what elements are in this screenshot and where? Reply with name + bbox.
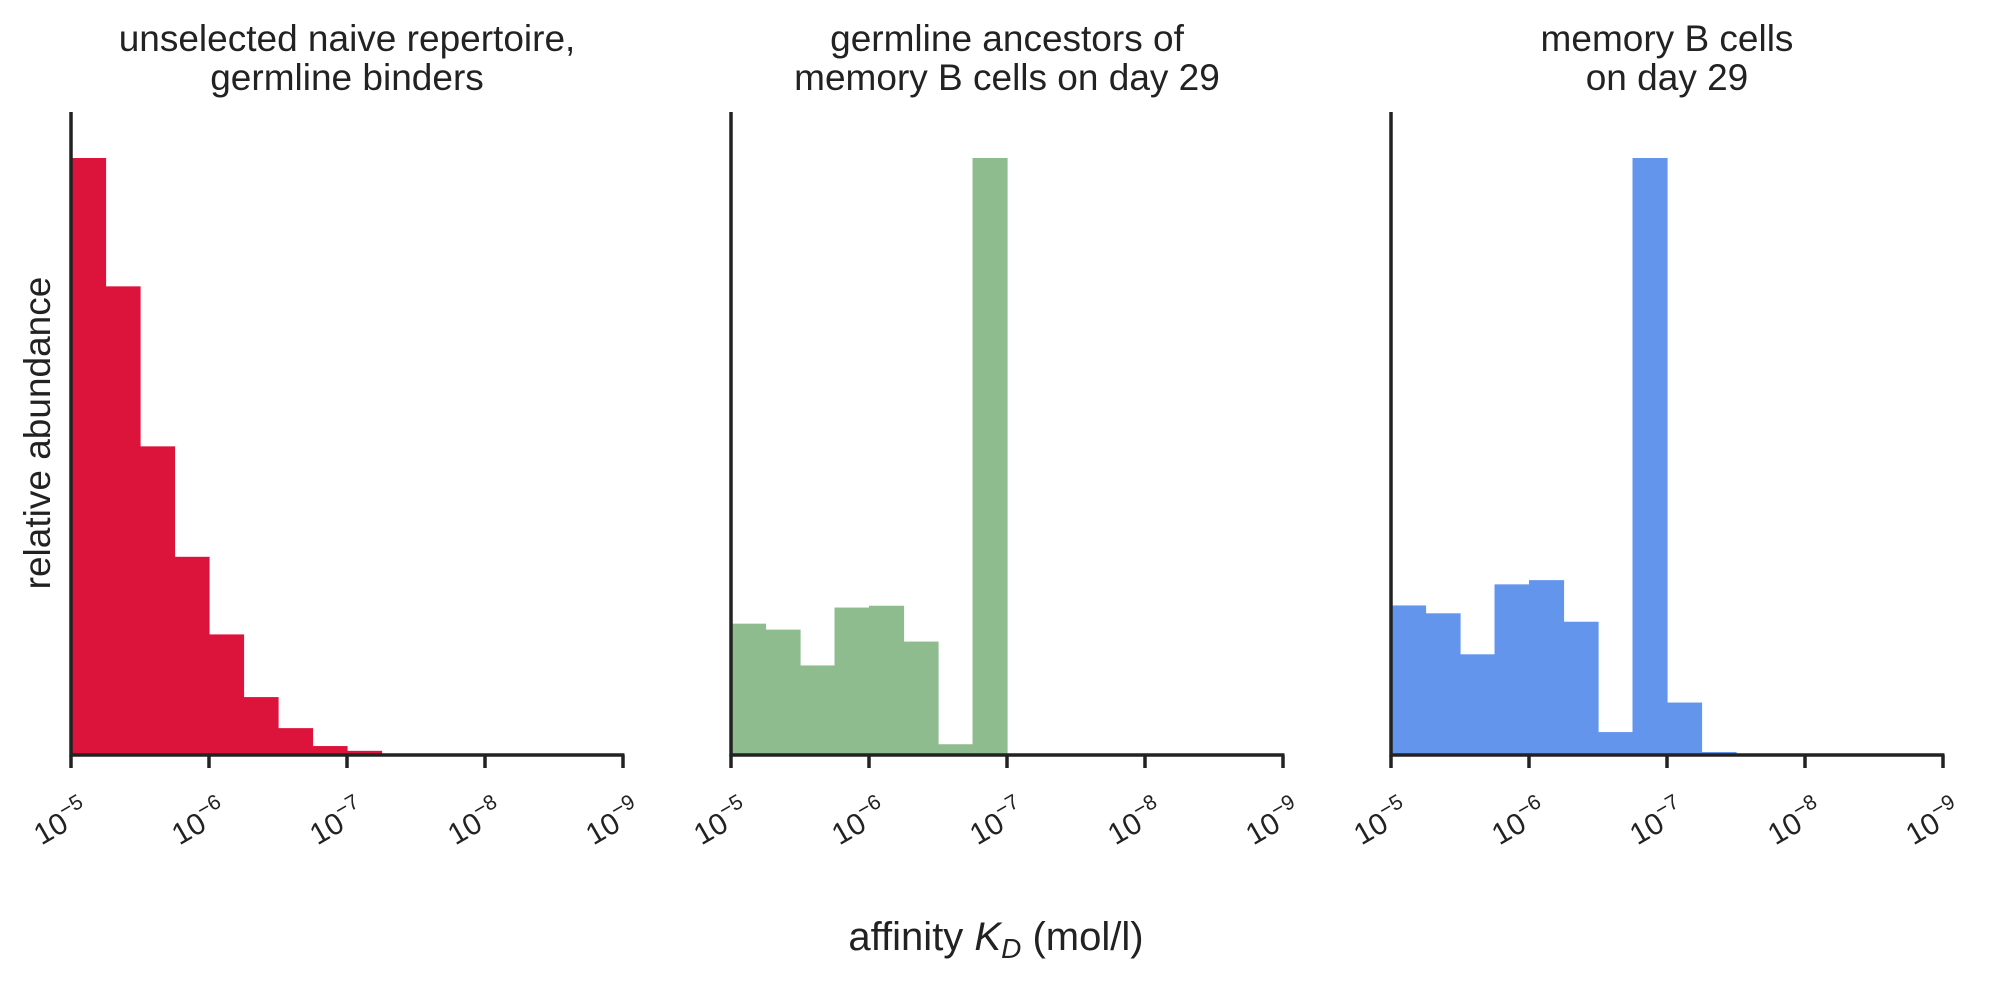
x-tick-label: 10−5 (686, 790, 755, 852)
x-axis-label: affinity KD (mol/l) (848, 915, 1143, 964)
chart-title-line: memory B cells (1541, 18, 1794, 59)
x-tick-label: 10−7 (962, 790, 1031, 852)
histogram-bar (71, 158, 107, 755)
histogram-bar (174, 556, 210, 755)
chart-title-line: on day 29 (1586, 57, 1749, 98)
x-axis-label-suffix: (mol/l) (1021, 915, 1143, 959)
x-tick-label: 10−9 (578, 790, 647, 852)
y-axis-label: relative abundance (17, 277, 58, 590)
histogram-bar (1391, 605, 1427, 755)
x-tick-label: 10−7 (302, 790, 371, 852)
x-axis-label-prefix: affinity (848, 915, 974, 959)
histogram-bar (1494, 584, 1530, 755)
histogram-bar (869, 605, 905, 755)
histogram-bar (800, 665, 836, 755)
histogram-bar (765, 629, 801, 755)
histogram-bar (834, 607, 870, 755)
x-tick-label: 10−8 (1760, 790, 1829, 852)
histogram-bar (312, 746, 348, 755)
chart-title-line: memory B cells on day 29 (794, 57, 1220, 98)
histogram-bar (972, 158, 1008, 755)
histogram-bar (140, 446, 176, 755)
histogram-bar (731, 623, 767, 755)
x-tick-label: 10−8 (440, 790, 509, 852)
histogram-bar (1667, 702, 1703, 755)
chart-title-line: germline binders (210, 57, 484, 98)
histogram-bar (938, 744, 974, 755)
histogram-bar (1632, 158, 1668, 755)
x-tick-label: 10−5 (26, 790, 95, 852)
histogram-bar (209, 634, 245, 755)
x-tick-label: 10−7 (1622, 790, 1691, 852)
histogram-bar (1598, 732, 1634, 755)
chart-title-line: germline ancestors of (830, 18, 1184, 59)
x-axis-label-subscript: D (1001, 933, 1021, 964)
histogram-bar (1425, 613, 1461, 755)
histogram-bar (243, 697, 279, 755)
x-tick-label: 10−8 (1100, 790, 1169, 852)
histogram-bar (278, 728, 314, 755)
histogram-bar (347, 750, 383, 755)
panel-naive-repertoire: unselected naive repertoire,germline bin… (26, 18, 647, 852)
x-tick-label: 10−9 (1238, 790, 1307, 852)
x-tick-label: 10−5 (1346, 790, 1415, 852)
histogram-bar (1460, 654, 1496, 755)
x-axis-label-variable: K (974, 915, 1003, 959)
x-tick-label: 10−6 (1484, 790, 1553, 852)
x-tick-label: 10−9 (1898, 790, 1967, 852)
x-tick-label: 10−6 (824, 790, 893, 852)
histogram-bar (1529, 580, 1565, 755)
x-tick-label: 10−6 (164, 790, 233, 852)
histogram-bar (903, 641, 939, 755)
histogram-bar (1563, 621, 1599, 755)
chart-title-line: unselected naive repertoire, (119, 18, 576, 59)
histogram-bar (105, 286, 141, 755)
